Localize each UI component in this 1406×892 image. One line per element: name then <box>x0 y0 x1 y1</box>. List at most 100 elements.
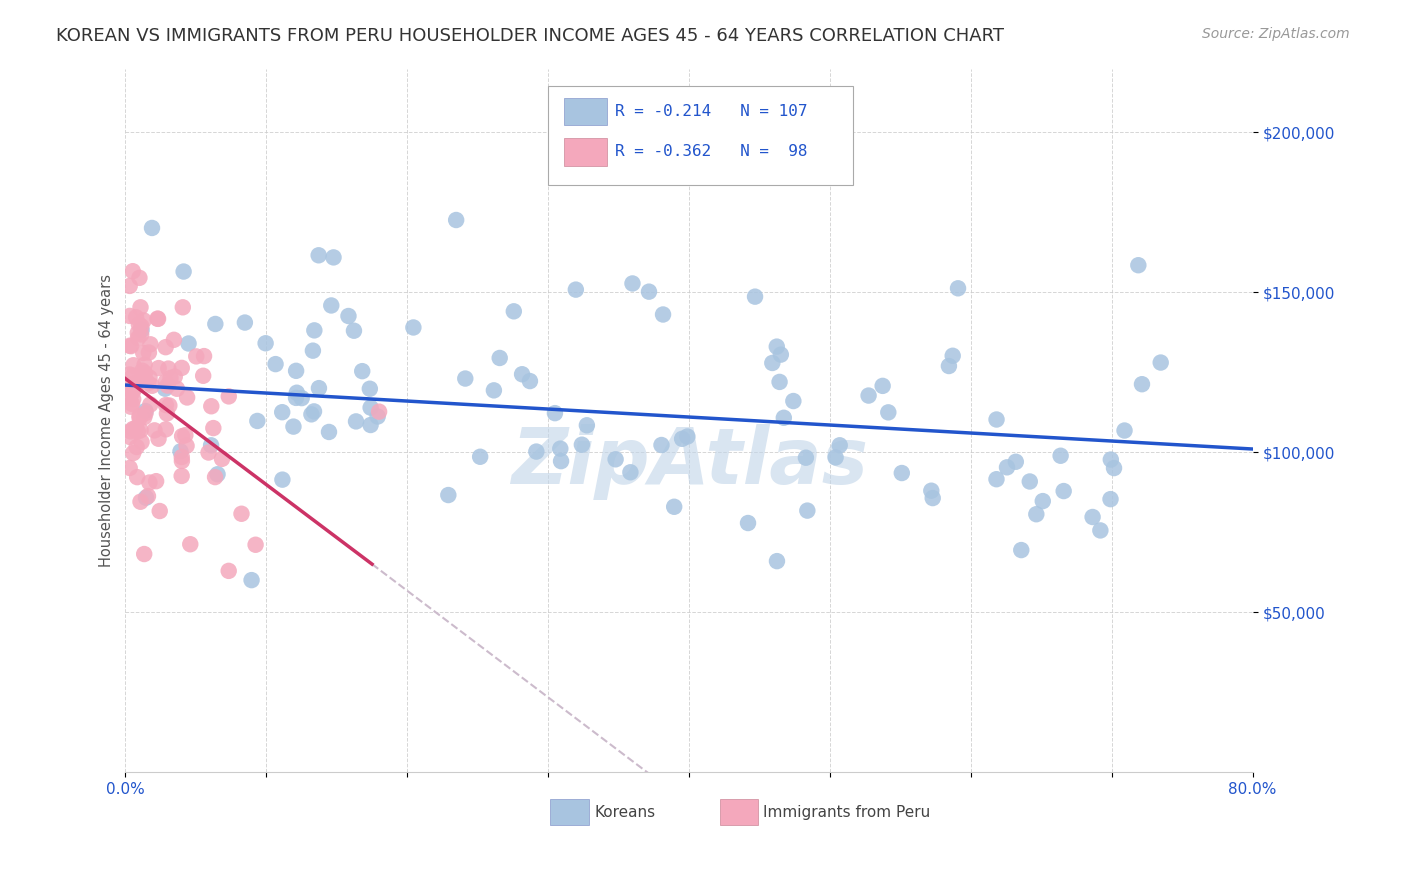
Point <box>1025 507 1047 521</box>
Point <box>766 554 789 568</box>
Point <box>118 368 141 382</box>
Point <box>121 264 143 278</box>
Point <box>156 407 179 421</box>
Text: Immigrants from Peru: Immigrants from Peru <box>763 805 931 820</box>
Point <box>671 432 693 446</box>
Point <box>132 313 155 327</box>
Point <box>1099 452 1122 467</box>
Point <box>318 425 340 439</box>
Point <box>761 356 783 370</box>
Point <box>120 425 142 439</box>
Point <box>796 503 818 517</box>
FancyBboxPatch shape <box>550 799 589 825</box>
Point <box>135 406 157 420</box>
Point <box>605 452 627 467</box>
Point <box>304 323 326 337</box>
Point <box>170 360 193 375</box>
Point <box>454 371 477 385</box>
Point <box>1018 475 1040 489</box>
Point <box>125 440 148 454</box>
Point <box>173 264 195 278</box>
Point <box>207 467 229 482</box>
Point <box>129 301 152 315</box>
Point <box>138 370 160 384</box>
Point <box>1099 492 1122 507</box>
Point <box>128 409 150 423</box>
Point <box>155 340 177 354</box>
Point <box>737 516 759 530</box>
Point <box>118 430 141 444</box>
Point <box>1114 424 1136 438</box>
Text: KOREAN VS IMMIGRANTS FROM PERU HOUSEHOLDER INCOME AGES 45 - 64 YEARS CORRELATION: KOREAN VS IMMIGRANTS FROM PERU HOUSEHOLD… <box>56 27 1004 45</box>
Point <box>575 418 598 433</box>
Point <box>794 450 817 465</box>
Point <box>145 474 167 488</box>
Point <box>193 349 215 363</box>
Point <box>155 398 177 412</box>
Point <box>148 432 170 446</box>
Point <box>153 382 176 396</box>
Point <box>921 491 943 505</box>
Text: R = -0.362   N =  98: R = -0.362 N = 98 <box>614 144 807 159</box>
Point <box>149 504 172 518</box>
Point <box>125 310 148 325</box>
Point <box>218 389 240 403</box>
Point <box>174 428 197 442</box>
Point <box>368 404 391 418</box>
Point <box>129 423 152 437</box>
Point <box>285 385 308 400</box>
Point <box>1049 449 1071 463</box>
Point <box>872 379 894 393</box>
Point <box>321 298 343 312</box>
Point <box>118 391 141 405</box>
Point <box>170 450 193 464</box>
Point <box>170 454 193 468</box>
Point <box>302 343 325 358</box>
Point <box>1032 494 1054 508</box>
Point <box>344 414 367 428</box>
Point <box>131 319 153 334</box>
Point <box>621 277 644 291</box>
Point <box>139 397 162 411</box>
Point <box>128 411 150 425</box>
FancyBboxPatch shape <box>564 138 607 166</box>
Point <box>986 472 1008 486</box>
Point <box>890 466 912 480</box>
Point <box>772 410 794 425</box>
Point <box>127 425 149 439</box>
Point <box>155 422 177 436</box>
FancyBboxPatch shape <box>720 799 758 825</box>
Point <box>322 251 344 265</box>
Point <box>877 405 900 419</box>
Point <box>141 221 163 235</box>
Point <box>134 547 156 561</box>
Point <box>1010 543 1032 558</box>
Point <box>619 465 641 479</box>
Point <box>510 368 533 382</box>
Point <box>125 376 148 390</box>
Point <box>254 336 277 351</box>
Point <box>676 429 699 443</box>
Point <box>444 213 467 227</box>
Point <box>664 500 686 514</box>
Point <box>134 366 156 380</box>
Point <box>159 371 181 385</box>
Point <box>172 429 194 443</box>
Point <box>118 309 141 323</box>
Point <box>744 290 766 304</box>
Point <box>765 340 787 354</box>
Point <box>367 409 389 424</box>
Point <box>550 442 572 456</box>
Point <box>118 383 141 397</box>
Point <box>233 316 256 330</box>
Point <box>285 391 308 405</box>
Point <box>146 311 169 326</box>
Point <box>139 337 162 351</box>
Point <box>120 400 142 414</box>
Point <box>122 446 145 460</box>
Point <box>166 382 188 396</box>
Point <box>652 308 675 322</box>
Point <box>128 270 150 285</box>
Point <box>128 318 150 332</box>
Point <box>352 364 374 378</box>
